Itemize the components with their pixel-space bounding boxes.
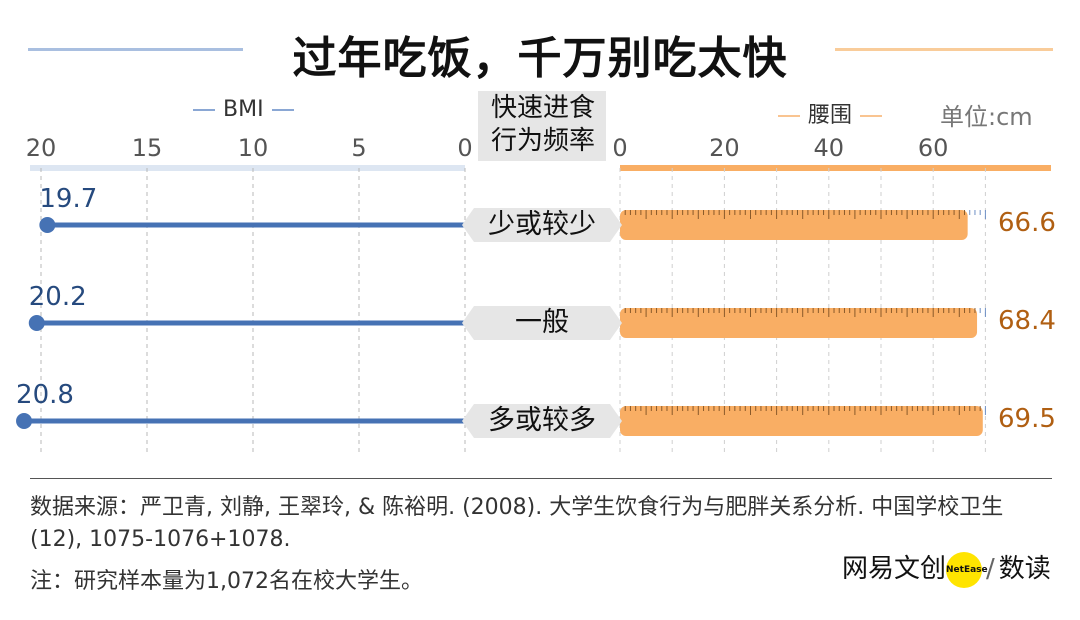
legend-waist: 腰围 [770,97,890,129]
legend-dash-right [271,109,294,111]
center-header-line-1: 快速进食 [490,93,595,123]
bmi-tick-label: 20 [25,134,57,162]
brand-right-text: 数读 [998,554,1051,584]
netease-logo-icon: NetEase [946,551,988,588]
waist-bar [620,406,983,436]
bmi-value-label: 20.2 [28,282,87,312]
bmi-tick-label: 15 [131,134,163,162]
waist-tick-label: 0 [612,134,628,162]
title-rule-left [28,48,243,51]
center-header: 快速进食 行为频率 [478,92,608,158]
bmi-point [28,315,45,331]
title-rule-right [835,48,1053,51]
category-label: 少或较少 [462,208,622,242]
bmi-point [16,413,33,429]
waist-bar [620,308,978,338]
waist-tick-label: 60 [917,134,949,162]
chart-canvas [16,165,1051,455]
label-arrow-left [462,208,474,242]
sample-note: 注：研究样本量为1,072名在校大学生。 [30,569,423,594]
waist-value-label: 66.6 [998,208,1056,238]
bmi-value-label: 20.8 [16,380,74,410]
legend-dash-left [193,109,215,111]
waist-value-label: 69.5 [998,404,1056,434]
bmi-tick-label: 10 [237,134,269,162]
brand-slash: / [986,554,995,584]
source-note: 数据来源：严卫青, 刘静, 王翠玲, & 陈裕明. (2008). 大学生饮食行… [30,495,1004,552]
center-header-box [478,91,606,161]
waist-value-label: 68.4 [998,306,1056,336]
waist-tick-label: 20 [709,134,740,162]
category-text: 一般 [515,307,569,338]
bmi-value-label: 19.7 [39,184,98,214]
legend-bmi-label: BMI [223,97,264,122]
bmi-tick-label: 0 [457,134,473,162]
label-arrow-left [462,306,474,340]
label-arrow-right [610,404,622,438]
category-label: 一般 [462,306,622,340]
brand-logo: 网易文创NetEase/数读 [842,548,1051,588]
footer-divider [30,478,1052,479]
category-label: 多或较多 [462,404,622,438]
legend-dash-right [860,115,883,117]
legend-bmi: BMI [185,97,302,122]
brand-left-text: 网易文创 [842,554,947,584]
label-arrow-right [610,306,622,340]
label-arrow-left [462,404,474,438]
chart-title: 过年吃饭，千万别吃太快 [292,33,788,84]
bmi-tick-label: 5 [351,134,367,162]
unit-label: 单位:cm [940,103,1033,131]
waist-tick-label: 40 [813,134,845,162]
bmi-axis-bar [30,165,465,171]
legend-waist-label: 腰围 [808,103,853,128]
bmi-point [39,217,56,233]
legend-dash-left [778,115,800,117]
label-arrow-right [610,208,622,242]
waist-axis-bar [620,165,1051,171]
center-header-line-2: 行为频率 [490,126,595,156]
category-text: 多或较多 [488,405,596,436]
category-text: 少或较少 [488,209,596,240]
